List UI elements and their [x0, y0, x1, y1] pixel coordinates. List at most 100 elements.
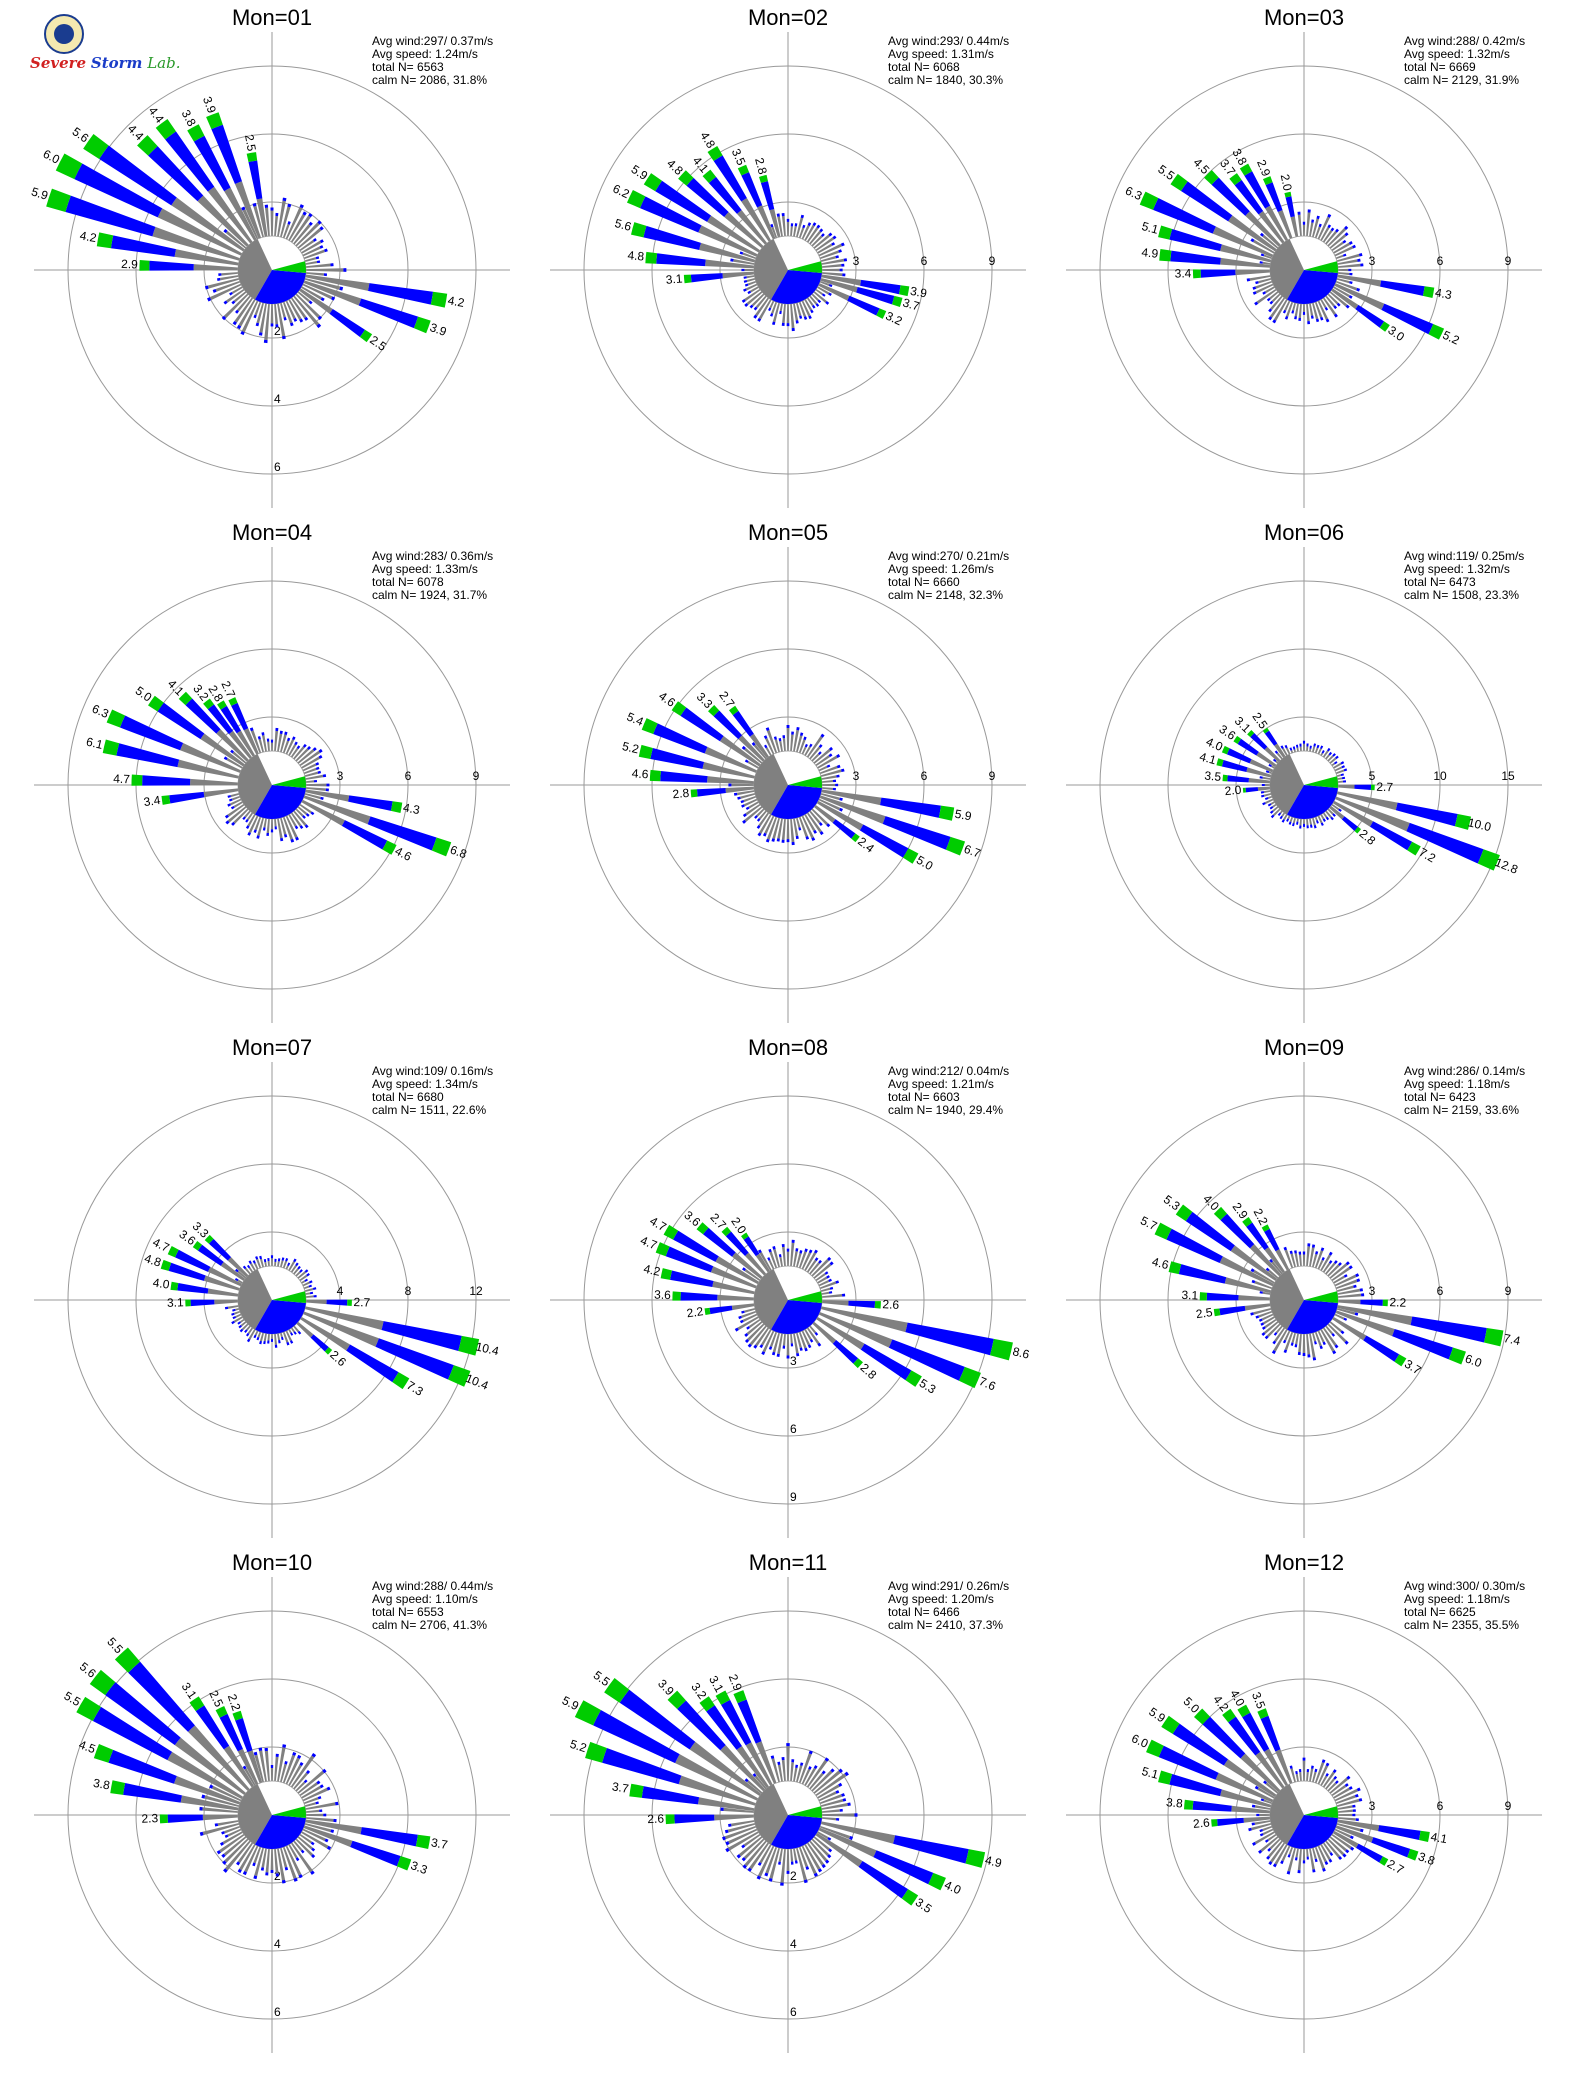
sector-bar-high — [945, 836, 966, 856]
minor-bar-tip — [333, 1818, 337, 1823]
minor-bar-tip — [815, 303, 820, 307]
minor-bar — [1270, 801, 1275, 805]
sector-bar-mid — [1217, 1817, 1244, 1827]
minor-bar-tip — [747, 290, 752, 295]
sector-bar-high — [874, 1301, 881, 1309]
minor-bar-tip — [326, 1845, 332, 1851]
minor-bar — [299, 1782, 318, 1797]
minor-bar-tip — [1348, 268, 1352, 272]
minor-bar-tip — [1333, 313, 1338, 318]
minor-bar-tip — [218, 273, 222, 277]
minor-bar-tip — [281, 1257, 285, 1261]
ring-label: 9 — [989, 254, 996, 268]
minor-bar — [288, 299, 302, 320]
minor-bar — [806, 227, 819, 243]
minor-bar-tip — [284, 833, 288, 838]
minor-bar-tip — [790, 1861, 794, 1865]
sector-bar: 2.8 — [205, 683, 256, 757]
minor-bar — [821, 779, 834, 783]
sector-label: 3.6 — [654, 1288, 671, 1303]
minor-bar-tip — [232, 1316, 237, 1320]
sector-bar-high — [641, 718, 658, 735]
sector-bar-high — [1422, 286, 1435, 299]
sector-bar: 5.7 — [1138, 1213, 1275, 1287]
minor-bar-tip — [747, 1343, 752, 1348]
minor-bar — [1276, 752, 1283, 760]
minor-bar-tip — [778, 1254, 782, 1258]
sector-bar-mid — [858, 1861, 909, 1899]
calm-pie-mid — [255, 1300, 306, 1334]
sector-bar-low — [302, 1311, 379, 1347]
minor-bar — [259, 1332, 265, 1342]
minor-bar-tip — [253, 1334, 257, 1339]
minor-bar-tip — [235, 309, 239, 314]
minor-bar-tip — [324, 1838, 329, 1843]
calm-pie-high — [272, 1291, 306, 1303]
minor-bar — [302, 763, 317, 772]
minor-bar-tip — [270, 1764, 274, 1769]
minor-bar-tip — [1314, 1768, 1318, 1773]
minor-bar — [304, 1287, 314, 1293]
minor-bar-tip — [281, 1336, 284, 1341]
minor-bar-tip — [838, 249, 842, 253]
minor-bar — [806, 1327, 820, 1345]
minor-bar-tip — [323, 1813, 327, 1817]
stat-line: Avg speed: 1.18m/s — [1404, 1077, 1510, 1091]
minor-bar — [1306, 1246, 1310, 1267]
sector-bar-high — [728, 705, 739, 716]
minor-bar — [270, 1848, 274, 1870]
sector-bar-high — [1428, 324, 1445, 340]
sector-bar-low — [234, 181, 262, 239]
sector-bar: 3.7 — [820, 278, 921, 314]
minor-bar — [1271, 293, 1281, 303]
stat-line: calm N= 2159, 33.6% — [1404, 1103, 1519, 1117]
minor-bar — [238, 299, 256, 327]
minor-bar-tip — [1286, 1870, 1291, 1875]
minor-bar-tip — [1268, 763, 1272, 768]
sector-bar-high — [1168, 1261, 1182, 1275]
sector-bar-high — [928, 1872, 946, 1891]
sector-bar-mid — [326, 1299, 348, 1306]
minor-bar-tip — [304, 1278, 308, 1282]
minor-bar-tip — [270, 1338, 274, 1342]
sector-bar-low — [736, 1745, 770, 1789]
sector-bar-low — [1336, 791, 1398, 811]
sector-bar: 6.7 — [819, 795, 983, 861]
sector-bar: 2.6 — [1192, 1815, 1271, 1831]
calm-pie-low — [1270, 754, 1304, 815]
sector-bar-low — [305, 274, 370, 291]
minor-bar — [798, 227, 805, 239]
minor-bar — [297, 749, 315, 764]
sector-bar-low — [180, 743, 242, 773]
sector-bar: 3.8 — [1335, 1825, 1437, 1868]
sector-bar-mid — [709, 1305, 733, 1315]
minor-bar — [247, 1327, 254, 1335]
minor-bar — [1336, 1307, 1356, 1315]
sector-bar-mid — [220, 705, 242, 734]
minor-bar — [288, 744, 297, 756]
minor-bar — [804, 1767, 817, 1786]
minor-bar-tip — [770, 1755, 775, 1760]
sector-bar-low — [1249, 1244, 1282, 1277]
minor-bar-tip — [809, 743, 813, 748]
minor-bar — [1290, 750, 1294, 754]
minor-bar-tip — [1254, 1785, 1259, 1790]
sector-label: 2.9 — [1254, 158, 1273, 179]
minor-bar-tip — [828, 753, 833, 758]
minor-bar — [1254, 1831, 1275, 1845]
minor-bar-tip — [799, 315, 803, 319]
sector-bar: 2.2 — [225, 1692, 263, 1784]
minor-bar-tip — [1271, 1350, 1276, 1355]
grid-ring — [583, 65, 993, 475]
minor-bar — [1322, 750, 1329, 758]
sector-label: 3.1 — [1181, 1288, 1198, 1303]
sector-label: 2.6 — [1192, 1815, 1210, 1830]
minor-bar-tip — [781, 1243, 785, 1248]
sector-bar-low — [1220, 244, 1272, 263]
minor-bar — [1320, 1329, 1335, 1352]
minor-bar — [1293, 749, 1297, 753]
sector-bar-mid — [713, 155, 747, 202]
sector-label: 3.5 — [729, 147, 749, 168]
minor-bar — [224, 1838, 249, 1863]
